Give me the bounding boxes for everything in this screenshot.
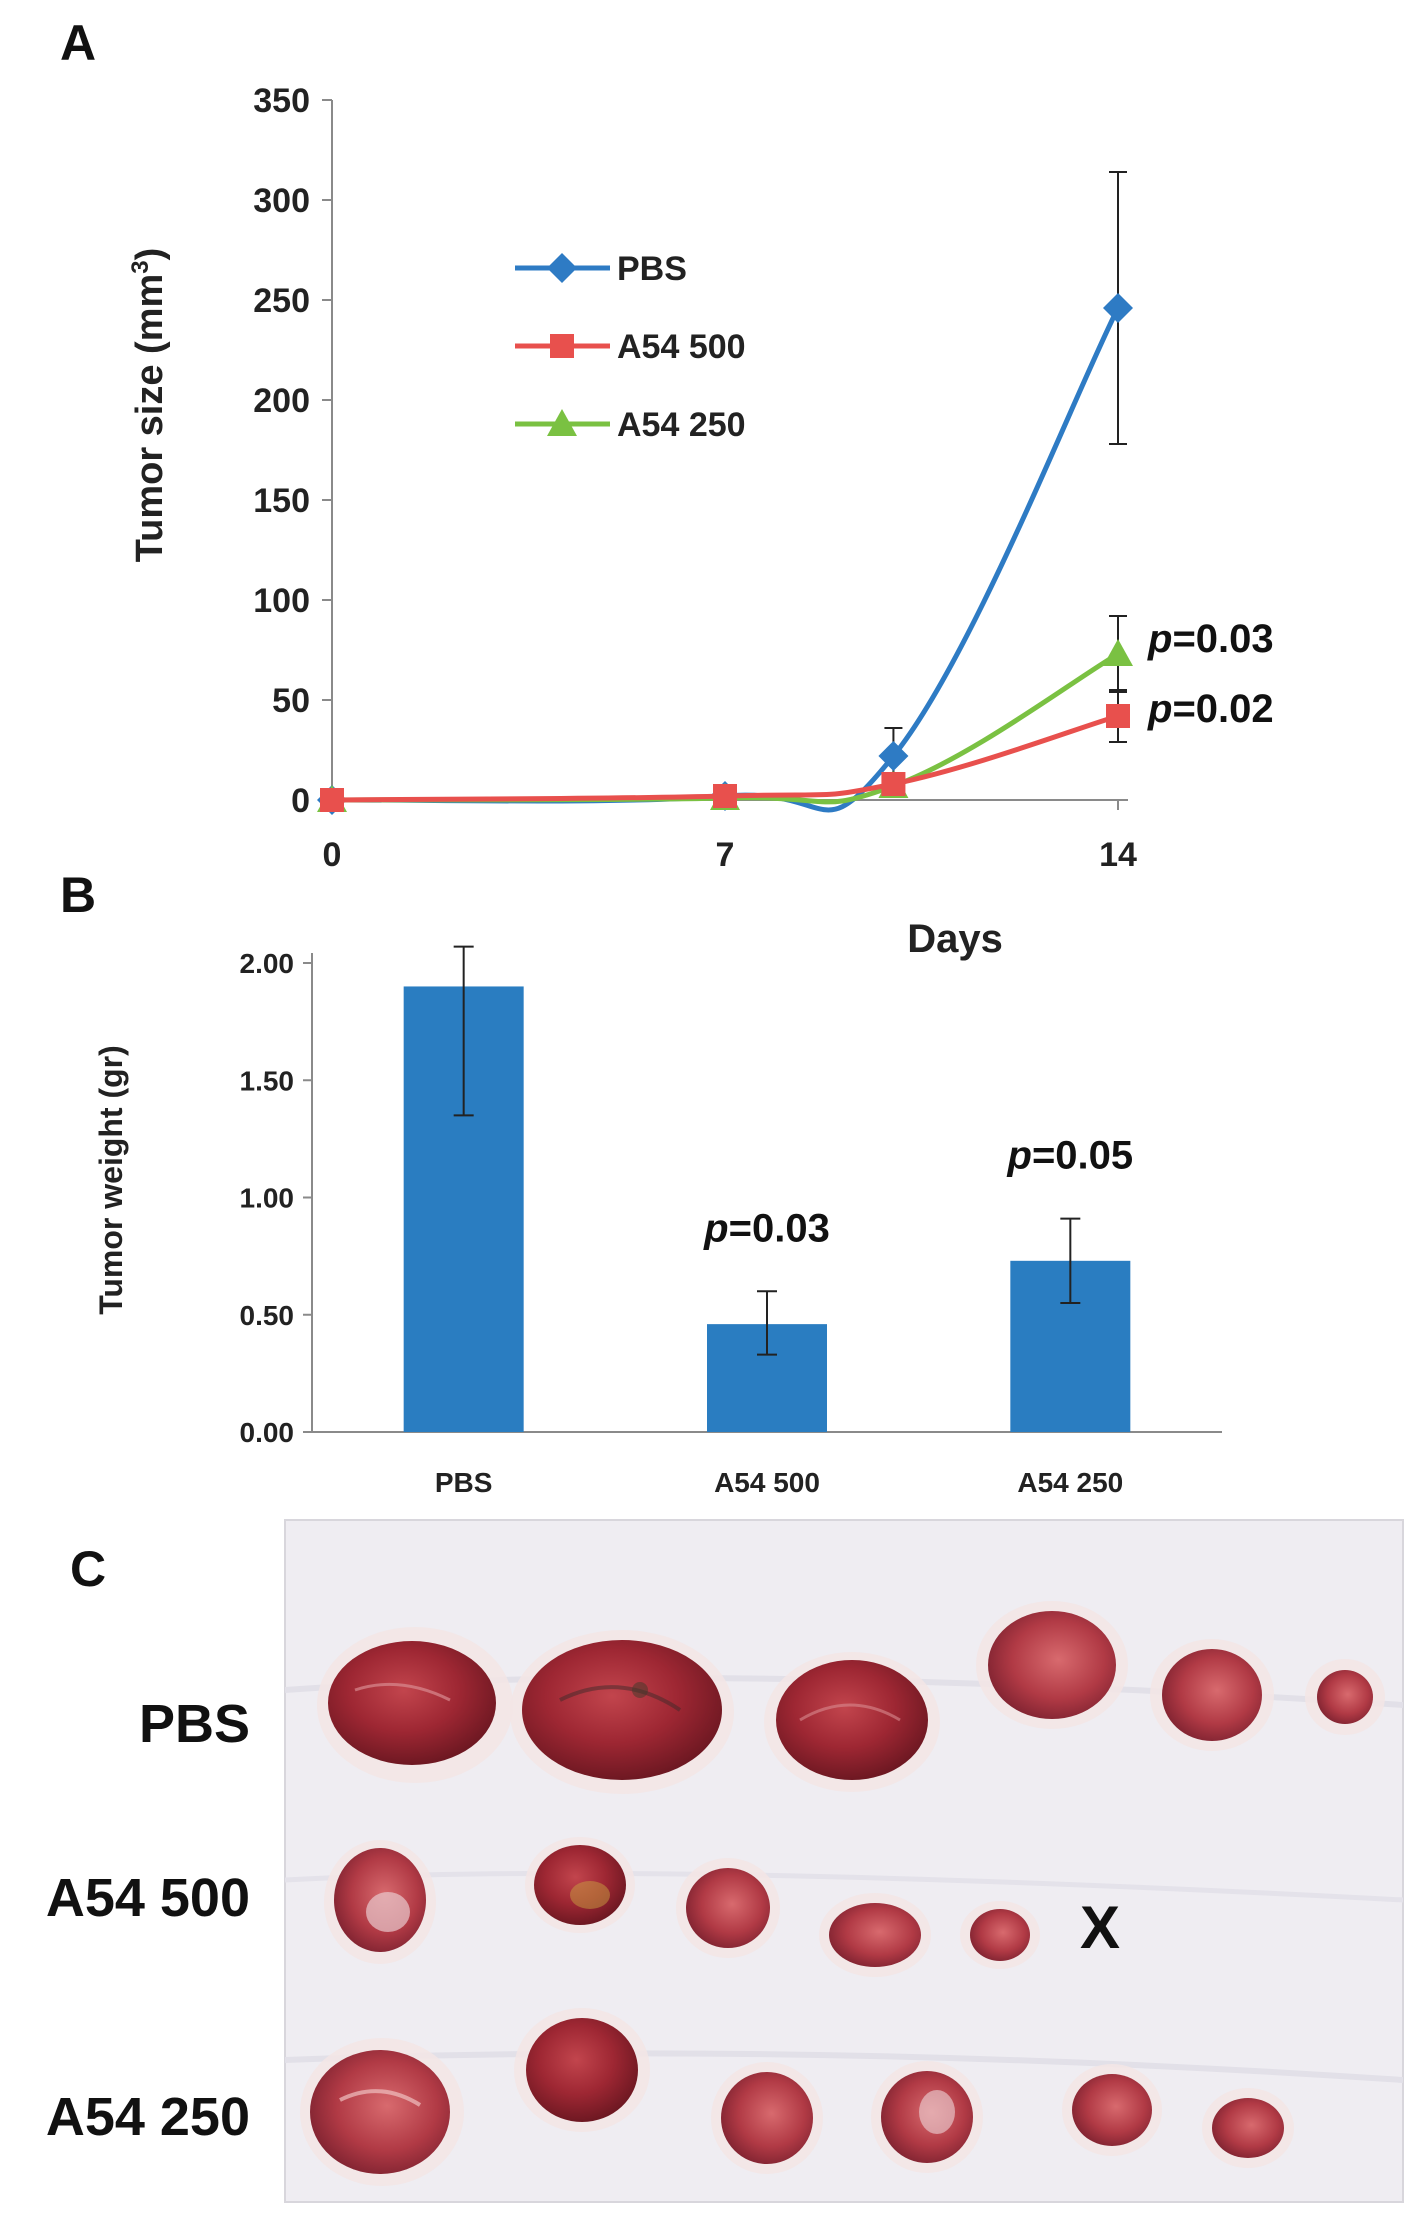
p-value-annotation: p=0.03 — [1147, 617, 1274, 661]
data-point — [878, 741, 909, 771]
bar-chart-annotations: p=0.03 p=0.05 — [703, 1134, 1133, 1251]
row-label-a54-500: A54 500 — [46, 1868, 250, 1928]
row-label-pbs: PBS — [139, 1694, 250, 1754]
tumor-specimen — [1202, 2088, 1294, 2168]
panel-b-letter: B — [60, 867, 96, 923]
tumor-specimen — [324, 1840, 436, 1964]
line-chart-axes — [331, 100, 1128, 801]
tumor-specimen — [300, 2038, 464, 2186]
bar-chart-x-ticks: PBS A54 500 A54 250 — [435, 1467, 1123, 1498]
tumor-specimen — [764, 1652, 940, 1792]
series-line — [331, 306, 1121, 813]
legend-item-a54-500: A54 500 — [515, 328, 746, 366]
series-line — [331, 651, 1120, 805]
line-chart-x-ticks: 0 7 14 — [323, 800, 1137, 874]
tumor-specimen — [871, 2061, 983, 2173]
tumor-specimen — [960, 1901, 1040, 1969]
bar-a54-250 — [1010, 1217, 1131, 1432]
tumor-specimen — [514, 2008, 650, 2132]
data-point — [1106, 704, 1130, 728]
photo-background — [284, 1519, 1404, 2203]
series-pbs — [317, 171, 1133, 815]
tumor-specimen — [1150, 1639, 1274, 1751]
legend-marker — [547, 253, 577, 283]
row-label-a54-250: A54 250 — [46, 2087, 250, 2147]
y-tick-label: 2.00 — [240, 948, 295, 979]
p-value-annotation: p=0.05 — [1007, 1134, 1134, 1178]
p-value-annotation: p=0.02 — [1147, 687, 1274, 731]
x-tick-label: 0 — [323, 836, 342, 874]
a54-250-tumor-row — [300, 2008, 1294, 2186]
y-tick-label: 100 — [253, 582, 310, 620]
x-tick-label: A54 500 — [714, 1467, 820, 1498]
series-a54-500 — [320, 689, 1130, 812]
data-point — [713, 784, 737, 808]
legend-label: A54 500 — [617, 328, 746, 366]
tumor-specimen — [819, 1893, 931, 1977]
bar-chart-y-ticks: 0.00 0.50 1.00 1.50 2.00 — [240, 948, 312, 1448]
tumor-specimen — [510, 1630, 734, 1794]
legend-item-pbs: PBS — [515, 250, 687, 288]
x-tick-label: 7 — [716, 836, 735, 874]
y-tick-label: 1.50 — [240, 1065, 295, 1096]
tumor-specimen — [1305, 1659, 1385, 1735]
legend-marker — [550, 334, 574, 358]
tumor-specimen — [317, 1627, 513, 1783]
line-chart-y-label: Tumor size (mm3) — [127, 248, 171, 563]
y-tick-label: 300 — [253, 182, 310, 220]
line-chart-series — [317, 171, 1133, 815]
data-point — [1103, 639, 1133, 666]
missing-tumor-mark: X — [1080, 1894, 1120, 1961]
x-tick-label: 14 — [1099, 836, 1137, 874]
line-chart-y-ticks: 0 50 100 150 200 250 300 350 — [253, 82, 332, 820]
tumor-specimen — [976, 1601, 1128, 1729]
line-chart-legend: PBS A54 500 A54 250 — [515, 250, 746, 444]
panel-c-letter: C — [70, 1541, 106, 1597]
y-tick-label: 0 — [291, 782, 310, 820]
tumor-specimen — [676, 1858, 780, 1958]
y-tick-label: 350 — [253, 82, 310, 120]
legend-item-a54-250: A54 250 — [515, 406, 746, 444]
bar-pbs — [403, 945, 524, 1432]
y-tick-label: 250 — [253, 282, 310, 320]
line-chart-x-label: Days — [907, 917, 1003, 961]
y-tick-label: 1.00 — [240, 1183, 295, 1214]
data-point — [1103, 293, 1133, 323]
tumor-photo: X — [46, 1519, 1404, 2203]
pbs-tumor-row — [317, 1601, 1385, 1794]
legend-label: PBS — [617, 250, 687, 288]
bar-chart-bars — [403, 945, 1131, 1432]
p-value-annotation: p=0.03 — [703, 1206, 830, 1250]
y-tick-label: 50 — [272, 682, 310, 720]
y-tick-label: 150 — [253, 482, 310, 520]
bar-chart-y-label: Tumor weight (gr) — [93, 1045, 129, 1315]
data-point — [320, 788, 344, 812]
y-tick-label: 200 — [253, 382, 310, 420]
x-tick-label: PBS — [435, 1467, 493, 1498]
tumor-specimen — [711, 2062, 823, 2174]
series-line — [331, 713, 1119, 803]
y-tick-label: 0.00 — [240, 1417, 295, 1448]
tumor-specimen — [1062, 2064, 1162, 2156]
line-chart-tumor-size: 0 50 100 150 200 250 300 350 0 7 14 PBS A54 500 A54… — [127, 82, 1274, 961]
legend-label: A54 250 — [617, 406, 746, 444]
tumor-specimen — [525, 1837, 635, 1933]
panel-a-letter: A — [60, 15, 96, 71]
bar-a54-500 — [707, 1290, 827, 1432]
legend-marker — [547, 409, 577, 436]
data-point — [881, 772, 906, 796]
y-tick-label: 0.50 — [240, 1300, 295, 1331]
x-tick-label: A54 250 — [1017, 1467, 1123, 1498]
a54-500-tumor-row: X — [324, 1837, 1120, 1977]
bar-chart-tumor-weight: 0.00 0.50 1.00 1.50 2.00 PBS A54 500 A54 250 p… — [93, 945, 1222, 1498]
line-chart-annotations: p=0.03 p=0.02 — [1147, 617, 1274, 731]
